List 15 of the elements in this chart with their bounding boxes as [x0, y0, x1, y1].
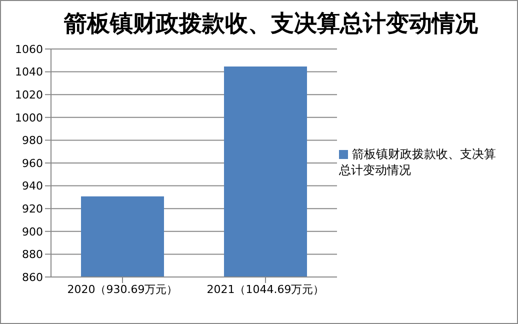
legend-label: 箭板镇财政拨款收、支决算总计变动情况 [339, 147, 496, 177]
y-tick-label: 1020 [15, 88, 43, 102]
x-tick-label: 2020（930.69万元） [67, 282, 178, 296]
y-tick-label: 920 [22, 202, 43, 216]
y-tick-label: 960 [22, 156, 43, 170]
chart-title: 箭板镇财政拨款收、支决算总计变动情况 [63, 9, 479, 39]
y-tick-label: 900 [22, 225, 43, 238]
y-tick-label: 860 [22, 270, 43, 284]
x-tick-label: 2021（1044.69万元） [206, 282, 324, 296]
y-tick-label: 1060 [15, 42, 43, 56]
y-tick-label: 980 [22, 134, 43, 148]
y-tick-label: 880 [22, 248, 43, 262]
y-tick-label: 1000 [15, 111, 43, 124]
y-tick-label: 1040 [15, 66, 43, 79]
y-tick-label: 940 [22, 180, 43, 193]
